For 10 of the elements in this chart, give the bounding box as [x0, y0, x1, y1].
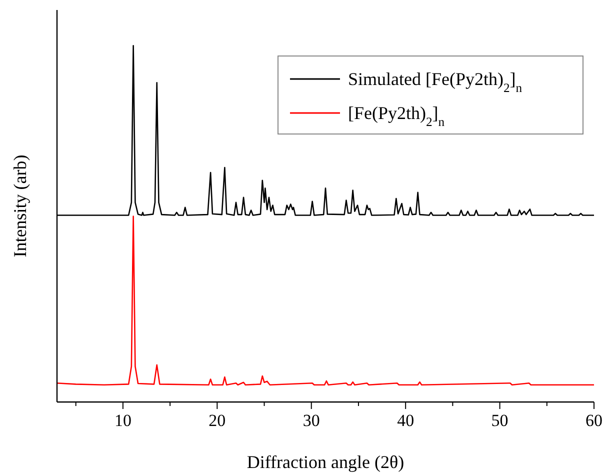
x-tick-label: 10	[114, 411, 132, 430]
legend-label: [Fe(Py2th)$_{2}$]$_{n}$	[348, 103, 446, 129]
x-axis-title: Diffraction angle (2θ)	[246, 452, 404, 472]
x-tick-label: 40	[397, 411, 414, 430]
x-tick-label: 60	[586, 411, 602, 430]
y-axis-title: Intensity (arb)	[10, 154, 30, 258]
x-tick-label: 50	[491, 411, 508, 430]
x-tick-label: 20	[208, 411, 226, 430]
x-tick-label: 30	[302, 411, 320, 430]
legend-label: Simulated [Fe(Py2th)$_{2}$]$_{n}$	[348, 69, 523, 95]
